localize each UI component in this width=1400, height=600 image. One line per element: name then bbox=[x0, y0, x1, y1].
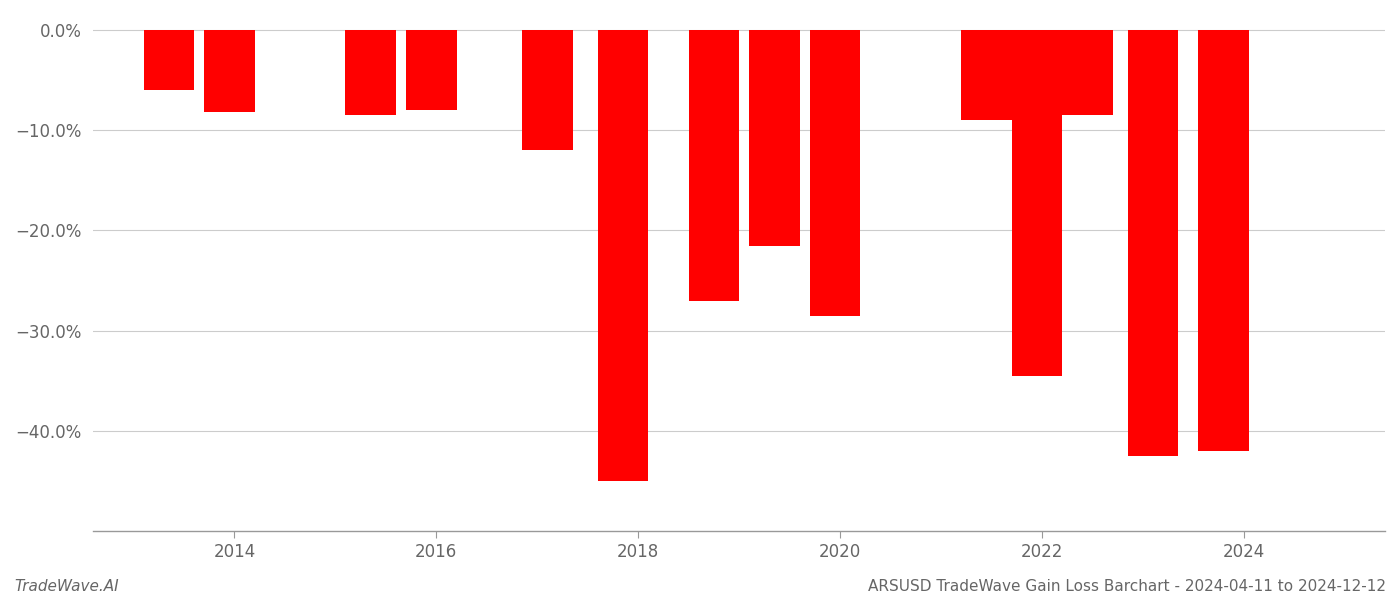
Bar bbox=[204, 30, 255, 112]
Text: TradeWave.AI: TradeWave.AI bbox=[14, 579, 119, 594]
Bar bbox=[598, 30, 648, 481]
Bar bbox=[346, 30, 396, 115]
Text: ARSUSD TradeWave Gain Loss Barchart - 2024-04-11 to 2024-12-12: ARSUSD TradeWave Gain Loss Barchart - 20… bbox=[868, 579, 1386, 594]
Bar bbox=[1198, 30, 1249, 451]
Bar bbox=[1127, 30, 1179, 456]
Bar bbox=[689, 30, 739, 301]
Bar bbox=[144, 30, 195, 90]
Bar bbox=[406, 30, 456, 110]
Bar bbox=[962, 30, 1012, 120]
Bar bbox=[749, 30, 799, 245]
Bar bbox=[1012, 30, 1063, 376]
Bar bbox=[1063, 30, 1113, 115]
Bar bbox=[809, 30, 860, 316]
Bar bbox=[522, 30, 573, 151]
